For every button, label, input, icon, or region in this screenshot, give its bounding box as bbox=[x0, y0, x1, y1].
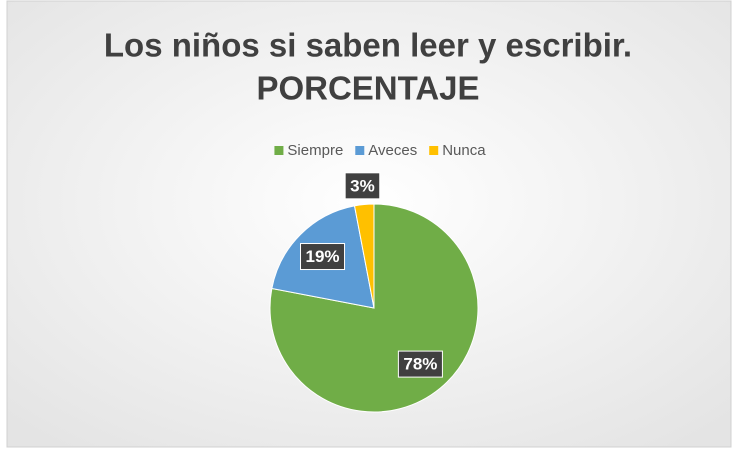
pie-slice bbox=[353, 203, 375, 309]
legend-label: Aveces bbox=[368, 142, 417, 159]
data-label: 19% bbox=[306, 247, 340, 266]
legend-swatch bbox=[355, 146, 365, 155]
data-label-box bbox=[300, 243, 346, 271]
legend-label: Nunca bbox=[442, 142, 486, 159]
data-label-box bbox=[344, 172, 381, 200]
legend-swatch bbox=[429, 146, 439, 155]
data-label: 78% bbox=[403, 355, 437, 374]
data-label-box bbox=[397, 350, 443, 378]
legend-swatch bbox=[274, 146, 284, 155]
legend-label: Siempre bbox=[287, 142, 343, 159]
chart-title: PORCENTAJE bbox=[256, 70, 479, 107]
legend: Siempre Aveces Nunca bbox=[274, 142, 486, 159]
data-label: 3% bbox=[350, 176, 375, 195]
chart-title: Los niños si saben leer y escribir. bbox=[104, 27, 632, 64]
